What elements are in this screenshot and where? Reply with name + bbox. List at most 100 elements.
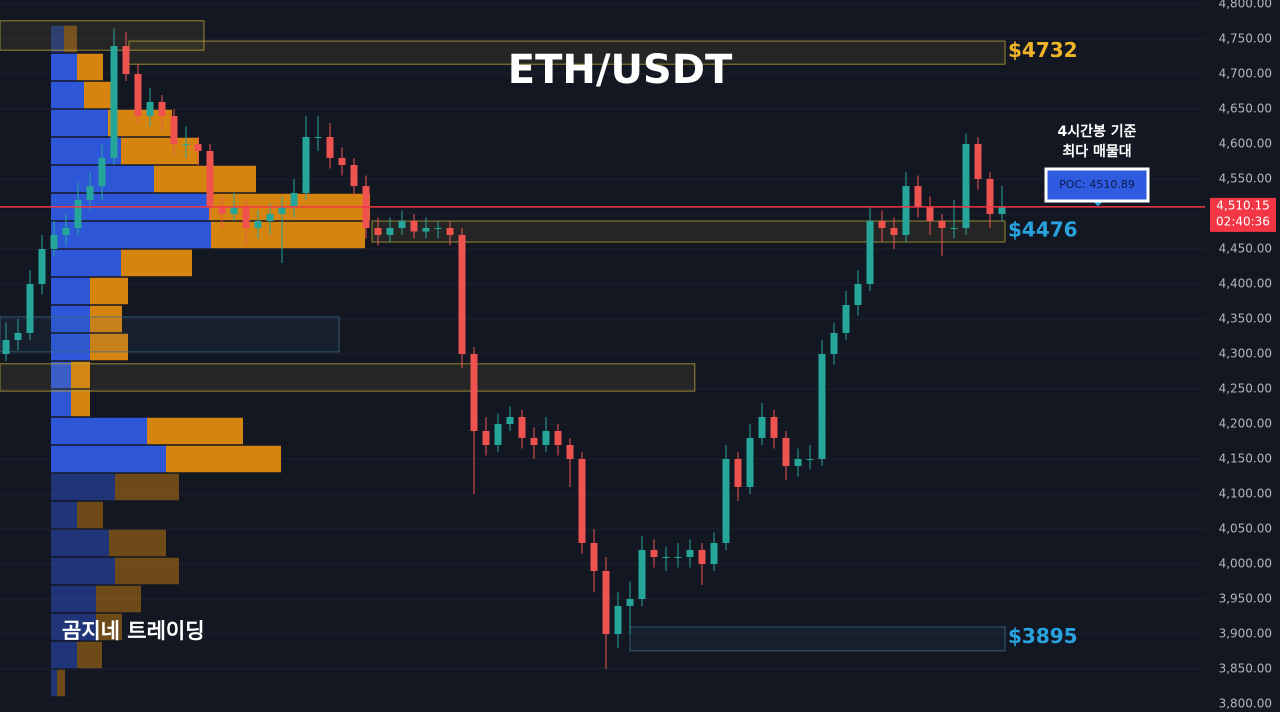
y-tick-label: 4,150.00 <box>1219 452 1272 466</box>
candle-body <box>746 438 754 487</box>
candle-body <box>650 550 658 557</box>
candle-body <box>638 550 646 599</box>
candle-body <box>158 102 166 116</box>
candle-body <box>962 144 970 228</box>
zone-label: $4476 <box>1008 217 1078 241</box>
candle-body <box>62 228 70 235</box>
profile-up <box>51 641 77 669</box>
candle-body <box>74 200 82 228</box>
profile-up <box>51 613 96 641</box>
y-tick-label: 3,800.00 <box>1219 697 1272 711</box>
y-tick-label: 4,600.00 <box>1219 137 1272 151</box>
profile-down <box>96 613 122 641</box>
candle-body <box>854 284 862 305</box>
profile-up <box>51 305 90 333</box>
overlay: 4,510.15 02:40:36 <box>0 197 1276 232</box>
watermark: 곰지네 트레이딩 <box>62 619 205 643</box>
y-tick-label: 4,300.00 <box>1219 347 1272 361</box>
candle-body <box>722 459 730 543</box>
zone <box>371 220 1006 243</box>
candle-body <box>482 431 490 445</box>
profile-down <box>77 641 102 669</box>
candle-body <box>350 165 358 186</box>
zone <box>629 626 1006 652</box>
candle-body <box>314 137 322 138</box>
poc-label: POC: 4510.89 <box>1059 178 1135 191</box>
candle-body <box>302 137 310 193</box>
candle-body <box>866 221 874 284</box>
candle-body <box>218 207 226 214</box>
candle-body <box>2 340 10 354</box>
candle-body <box>818 354 826 459</box>
candle-body <box>662 557 670 558</box>
profile-up <box>51 109 108 137</box>
candle-body <box>518 417 526 438</box>
candle-body <box>470 354 478 431</box>
zone-label: $3895 <box>1008 624 1078 648</box>
y-tick-label: 4,350.00 <box>1219 312 1272 326</box>
candle-body <box>578 459 586 543</box>
y-tick-label: 3,850.00 <box>1219 662 1272 676</box>
volume-profile <box>51 25 370 697</box>
profile-up <box>51 81 84 109</box>
profile-up <box>51 333 90 361</box>
current-price-box <box>1210 197 1276 232</box>
profile-up <box>51 529 109 557</box>
profile-up <box>51 501 77 529</box>
candle-body <box>146 102 154 116</box>
profile-down <box>147 417 243 445</box>
candle-body <box>890 228 898 235</box>
profile-down <box>121 137 199 165</box>
candle-body <box>122 46 130 74</box>
y-tick-label: 4,250.00 <box>1219 382 1272 396</box>
candle-body <box>698 550 706 564</box>
profile-down <box>166 445 281 473</box>
y-tick-label: 4,800.00 <box>1219 0 1272 11</box>
profile-up <box>51 277 90 305</box>
profile-up <box>51 557 115 585</box>
profile-up <box>51 417 147 445</box>
zone <box>0 20 205 51</box>
profile-down <box>96 585 141 613</box>
candle-body <box>422 228 430 232</box>
candle-body <box>290 193 298 207</box>
candle-body <box>842 305 850 333</box>
candle-body <box>986 179 994 214</box>
candle-body <box>902 186 910 235</box>
candle-body <box>926 207 934 221</box>
candle-body <box>794 459 802 466</box>
y-tick-label: 4,400.00 <box>1219 277 1272 291</box>
candle-body <box>554 431 562 445</box>
profile-up <box>51 473 115 501</box>
y-tick-label: 4,650.00 <box>1219 102 1272 116</box>
annotation: 최다 매물대 <box>1062 144 1131 160</box>
candle-body <box>530 438 538 445</box>
profile-down <box>71 361 90 389</box>
profile-up <box>51 137 121 165</box>
zones: $4732 $4476 $3895 <box>0 20 1078 652</box>
candle-body <box>806 459 814 460</box>
price-axis <box>1205 0 1280 712</box>
y-tick-label: 4,450.00 <box>1219 242 1272 256</box>
y-tick-label: 3,900.00 <box>1219 627 1272 641</box>
candle-body <box>398 221 406 228</box>
candle-body <box>770 417 778 438</box>
profile-up <box>51 53 77 81</box>
y-tick-label: 3,950.00 <box>1219 592 1272 606</box>
candle-body <box>674 557 682 558</box>
profile-down <box>77 501 103 529</box>
candle-body <box>590 543 598 571</box>
profile-up <box>51 445 166 473</box>
candle-body <box>494 424 502 445</box>
zone <box>0 316 340 353</box>
profile-down <box>211 221 365 249</box>
profile-down <box>90 277 128 305</box>
candle-body <box>86 186 94 200</box>
candle-body <box>254 221 262 228</box>
candle-body <box>914 186 922 207</box>
candle-body <box>230 207 238 214</box>
candle-body <box>38 249 46 284</box>
profile-up <box>51 585 96 613</box>
y-tick-label: 4,700.00 <box>1219 67 1272 81</box>
